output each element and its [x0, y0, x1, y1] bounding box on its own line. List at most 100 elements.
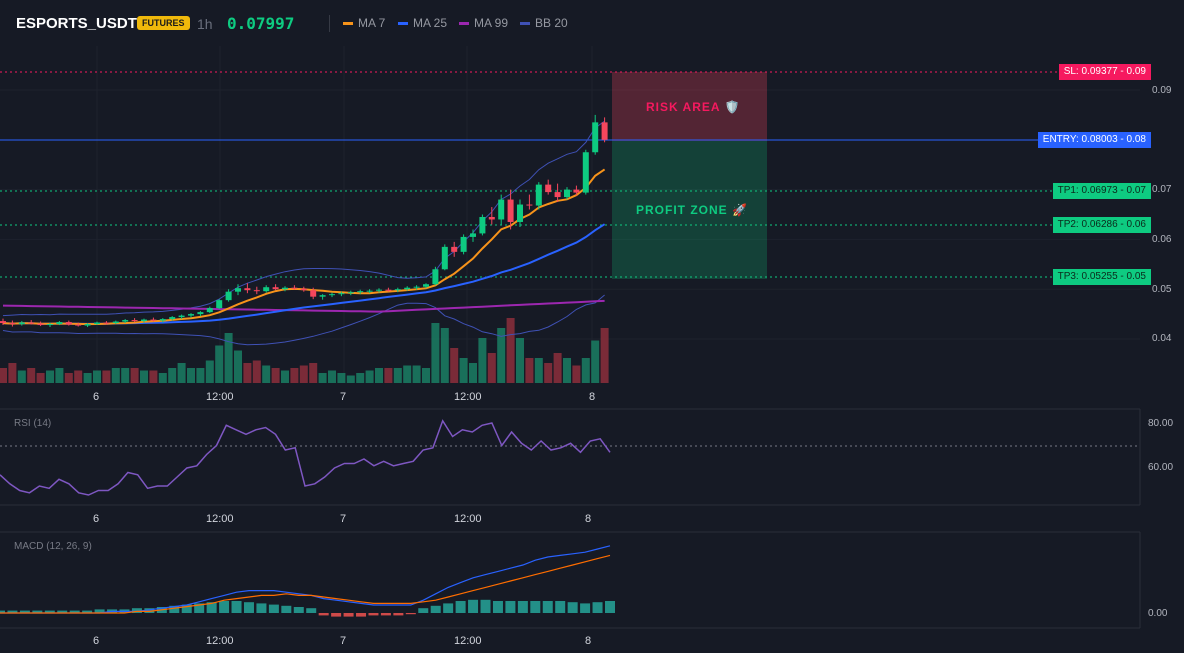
rsi-path [0, 419, 611, 496]
macd-histogram-bar [69, 610, 80, 613]
bb20-swatch [520, 21, 530, 25]
rsi-axis-label: 60.00 [1148, 462, 1174, 473]
macd-histogram-bar [480, 599, 491, 613]
rsi-title[interactable]: RSI (14) [14, 418, 52, 429]
candlesticks[interactable] [0, 114, 608, 328]
macd-histogram-bar [492, 601, 503, 613]
volume-bar [506, 318, 515, 383]
volume-bar [309, 363, 318, 383]
time-axis-label: 7 [340, 513, 347, 525]
macd-histogram-bar [231, 601, 242, 613]
candle-body [263, 287, 270, 292]
candle-body [488, 216, 495, 220]
volume-bar [243, 363, 252, 383]
macd-histogram-bar [44, 610, 55, 613]
macd-histogram-bar [443, 603, 454, 613]
macd-histogram-bar [144, 608, 155, 613]
candle-body [131, 320, 138, 322]
candle-body [310, 290, 317, 297]
volume-bar [299, 365, 308, 383]
legend-ma99[interactable]: MA 99 [459, 16, 508, 30]
risk-area-zone[interactable] [612, 72, 767, 141]
tp2-tag[interactable]: TP2: 0.06286 - 0.06 [1052, 217, 1151, 233]
candle-body [432, 269, 439, 285]
profit-zone[interactable] [612, 141, 767, 279]
price-axis-label: 0.07 [1152, 184, 1172, 195]
volume-bar [281, 370, 289, 383]
candle-body [56, 322, 63, 325]
candle-body [47, 324, 53, 326]
time-axis-label: 6 [93, 513, 100, 525]
price-axis-label: 0.09 [1152, 85, 1172, 96]
volume-bar [356, 373, 365, 383]
macd-histogram-bar [517, 601, 528, 613]
entry-tag[interactable]: ENTRY: 0.08003 - 0.08 [1037, 132, 1151, 148]
macd-histogram-bar [505, 601, 516, 613]
tp1-tag[interactable]: TP1: 0.06973 - 0.07 [1052, 183, 1151, 199]
time-axis-label: 12:00 [454, 635, 482, 647]
macd-histogram-bar [268, 604, 279, 613]
timeframe-selector[interactable]: 1h [197, 16, 213, 32]
volume-bar [450, 348, 459, 383]
volume-bar [544, 363, 553, 383]
candle-body [28, 322, 35, 324]
volume-bar [158, 373, 167, 383]
macd-histogram-bar [281, 605, 292, 613]
candle-body [0, 321, 6, 324]
volume-bar [46, 370, 54, 383]
volume-bar [318, 373, 327, 383]
volume-bar [8, 363, 17, 383]
candle-body [103, 322, 110, 324]
volume-bar [337, 373, 346, 383]
macd-histogram-bar [19, 610, 30, 613]
legend-ma25[interactable]: MA 25 [398, 16, 447, 30]
volume-bar [0, 368, 7, 383]
candle-body [535, 184, 542, 206]
macd-histogram-bar [206, 602, 217, 613]
candle-body [507, 199, 514, 222]
legend-ma25-label: MA 25 [413, 16, 448, 30]
macd-histogram-bar [331, 613, 342, 617]
macd-histogram-bar [219, 601, 230, 613]
candle-body [526, 204, 533, 206]
candle-body [376, 289, 382, 291]
macd-histogram-bar [555, 601, 566, 613]
volume-bar [290, 368, 299, 383]
ma25-swatch [398, 21, 408, 25]
price-grid [0, 46, 1140, 383]
candle-body [460, 236, 467, 252]
macd-axis-label: 0.00 [1148, 608, 1168, 619]
candle-body [357, 291, 364, 293]
volume-bar [365, 370, 374, 383]
profit-zone-label: PROFIT ZONE 🚀 [636, 203, 748, 217]
rsi-axis-label: 80.00 [1148, 418, 1174, 429]
volume-bar [140, 370, 148, 383]
macd-plot [0, 545, 615, 617]
macd-histogram-bar [430, 605, 441, 613]
volume-bar [205, 360, 214, 383]
candle-body [470, 233, 476, 237]
macd-histogram-bar [0, 610, 5, 613]
symbol-name[interactable]: ESPORTS_USDT [16, 15, 137, 32]
legend-bb20[interactable]: BB 20 [520, 16, 568, 30]
legend-ma7[interactable]: MA 7 [343, 16, 385, 30]
volume-bar [234, 350, 242, 383]
candle-body [272, 287, 279, 290]
macd-histogram-bar [368, 613, 379, 616]
volume-bar [102, 370, 111, 383]
volume-bar [168, 368, 177, 383]
tp3-tag[interactable]: TP3: 0.05255 - 0.05 [1052, 269, 1151, 285]
macd-title[interactable]: MACD (12, 26, 9) [14, 541, 92, 552]
candle-body [169, 317, 176, 320]
price-axis-label: 0.06 [1152, 234, 1172, 245]
macd-histogram-bar [318, 613, 329, 616]
ma99-line [2, 299, 605, 313]
macd-histogram-bar [32, 610, 43, 613]
macd-histogram-bar [169, 605, 180, 613]
candle-body [18, 322, 25, 325]
volume-bar [177, 363, 186, 383]
volume-bar [271, 368, 280, 383]
volume-bar [412, 365, 421, 383]
sl-tag[interactable]: SL: 0.09377 - 0.09 [1058, 64, 1151, 80]
